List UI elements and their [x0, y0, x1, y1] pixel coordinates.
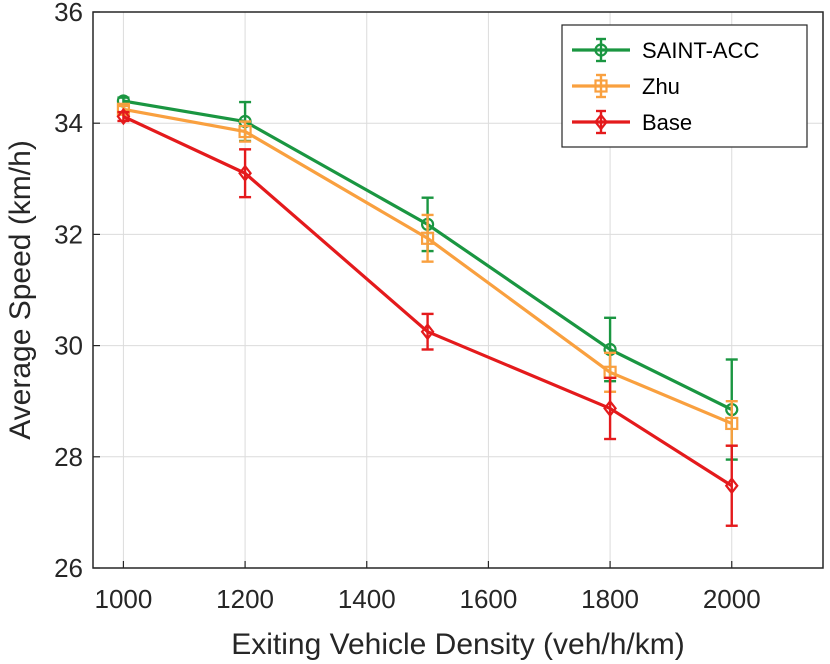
data-point-base — [116, 107, 131, 126]
x-tick-label: 1200 — [216, 584, 274, 614]
error-bar-zhu — [421, 213, 434, 263]
series-base — [116, 107, 739, 527]
data-point-zhu — [725, 416, 739, 431]
y-tick-label: 32 — [54, 219, 83, 249]
x-axis-label: Exiting Vehicle Density (veh/h/km) — [231, 628, 685, 661]
legend-label: SAINT-ACC — [642, 38, 759, 63]
data-point-zhu — [420, 231, 435, 245]
y-tick-label: 36 — [54, 0, 83, 27]
legend-marker — [594, 113, 608, 131]
y-tick-label: 26 — [54, 553, 83, 583]
legend-item-saint-acc: SAINT-ACC — [572, 37, 759, 63]
y-axis-label: Average Speed (km/h) — [4, 140, 37, 440]
x-tick-label: 1400 — [338, 584, 396, 614]
plot-border — [92, 11, 824, 569]
data-point-base — [724, 476, 739, 495]
error-bar-base — [239, 148, 252, 199]
y-tick-label: 30 — [54, 331, 83, 361]
error-bar-zhu — [239, 120, 252, 143]
error-bar-base — [725, 444, 738, 527]
data-point-base — [238, 164, 252, 183]
legend-label: Base — [642, 110, 692, 135]
data-point-base — [420, 322, 435, 341]
x-tick-label: 1800 — [581, 584, 639, 614]
error-bar-base — [421, 312, 434, 351]
y-tick-label: 34 — [54, 108, 83, 138]
legend-marker — [594, 43, 608, 57]
ticks: 1000 1200 1400 1600 1800 2000 26 28 30 32 34 36 — [54, 0, 761, 614]
legend-item-base: Base — [572, 109, 692, 135]
legend-marker — [594, 79, 608, 93]
x-tick-label: 1000 — [94, 584, 152, 614]
legend-label: Zhu — [642, 74, 680, 99]
series-zhu — [116, 102, 739, 447]
legend: SAINT-ACC Zhu Base — [561, 24, 808, 148]
data-point-base — [603, 399, 617, 418]
series-group — [116, 94, 739, 527]
error-bar-base — [604, 376, 617, 441]
error-bar-base — [117, 110, 130, 123]
legend-item-zhu: Zhu — [572, 73, 680, 99]
data-point-zhu — [238, 124, 252, 139]
y-tick-label: 28 — [54, 442, 83, 472]
x-tick-label: 1600 — [459, 584, 517, 614]
x-tick-label: 2000 — [703, 584, 761, 614]
